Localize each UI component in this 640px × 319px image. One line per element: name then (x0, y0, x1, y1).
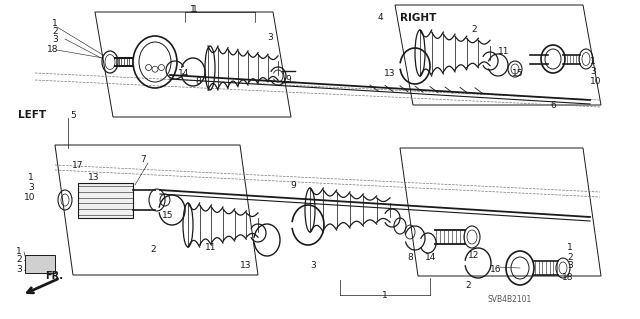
Text: 3: 3 (567, 262, 573, 271)
Text: 10: 10 (590, 78, 602, 86)
Text: 13: 13 (384, 69, 396, 78)
Text: 7: 7 (140, 155, 146, 165)
Text: 15: 15 (162, 211, 173, 219)
Text: 18: 18 (562, 273, 573, 283)
Text: 13: 13 (240, 261, 252, 270)
Text: 10: 10 (24, 194, 35, 203)
Text: 8: 8 (195, 78, 201, 86)
Text: 14: 14 (425, 254, 436, 263)
Text: 1: 1 (16, 248, 22, 256)
Text: 3: 3 (28, 183, 34, 192)
Text: 3: 3 (267, 33, 273, 41)
Text: 1: 1 (382, 291, 388, 300)
Text: 15: 15 (512, 69, 524, 78)
Text: 2: 2 (471, 26, 477, 34)
Text: 11: 11 (498, 47, 509, 56)
Text: 1: 1 (190, 4, 196, 13)
Text: 1: 1 (52, 19, 58, 27)
Text: 2: 2 (16, 256, 22, 264)
Text: 2: 2 (150, 246, 156, 255)
FancyBboxPatch shape (78, 183, 133, 218)
Text: 1: 1 (28, 174, 34, 182)
Text: 12: 12 (468, 250, 479, 259)
Text: 14: 14 (178, 69, 189, 78)
Text: 2: 2 (465, 280, 470, 290)
Text: 6: 6 (550, 100, 556, 109)
Text: 17: 17 (72, 160, 83, 169)
Text: 8: 8 (407, 254, 413, 263)
Text: 11: 11 (205, 243, 216, 253)
Text: 1: 1 (590, 57, 596, 66)
Text: 2: 2 (567, 253, 573, 262)
Text: FR.: FR. (45, 271, 63, 281)
Text: 1: 1 (192, 5, 198, 14)
Text: 3: 3 (310, 261, 316, 270)
Text: 5: 5 (70, 110, 76, 120)
Text: 2: 2 (52, 26, 58, 35)
Text: 1: 1 (567, 243, 573, 253)
Text: 3: 3 (16, 265, 22, 275)
Text: 16: 16 (490, 265, 502, 275)
Text: 3: 3 (52, 34, 58, 43)
Text: 13: 13 (88, 173, 99, 182)
Text: LEFT: LEFT (18, 110, 46, 120)
Text: 9: 9 (290, 181, 296, 189)
Text: SVB4B2101: SVB4B2101 (488, 295, 532, 305)
Text: 9: 9 (285, 76, 291, 85)
Text: RIGHT: RIGHT (400, 13, 436, 23)
Text: 4: 4 (378, 13, 383, 23)
Text: 18: 18 (47, 46, 58, 55)
FancyBboxPatch shape (25, 255, 55, 273)
Text: 3: 3 (590, 68, 596, 77)
